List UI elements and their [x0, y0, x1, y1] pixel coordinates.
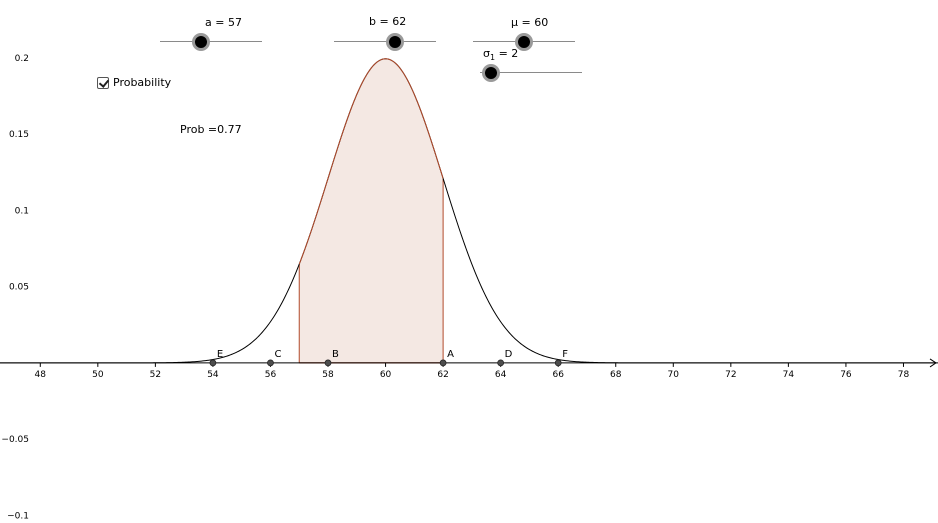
x-tick-label: 76 — [840, 370, 852, 380]
y-tick-label: −0.05 — [1, 435, 29, 445]
slider-sigma-subscript: 1 — [489, 53, 496, 62]
point-label-a: A — [447, 349, 454, 360]
slider-b-track[interactable] — [334, 41, 436, 42]
slider-sigma-label: σ1 = 2 — [483, 47, 519, 62]
x-tick-label: 62 — [437, 370, 448, 380]
y-tick-label: −0.1 — [7, 511, 29, 521]
slider-sigma-value: = 2 — [495, 47, 519, 60]
slider-mu[interactable] — [473, 32, 575, 52]
point-d — [497, 359, 505, 367]
point-label-e: E — [217, 349, 223, 360]
y-tick-label: 0.15 — [9, 130, 29, 140]
y-tick-label: 0.2 — [15, 54, 29, 64]
slider-b-label: b = 62 — [369, 15, 407, 28]
slider-a[interactable] — [160, 32, 262, 52]
slider-b[interactable] — [334, 32, 436, 52]
probability-checkbox[interactable]: Probability — [97, 76, 171, 89]
x-tick-label: 54 — [207, 370, 219, 380]
x-tick-label: 58 — [322, 370, 334, 380]
x-tick-label: 66 — [552, 370, 564, 380]
x-tick-label: 74 — [783, 370, 795, 380]
point-b — [324, 359, 332, 367]
slider-sigma-knob[interactable] — [482, 64, 501, 82]
x-tick-label: 78 — [898, 370, 910, 380]
point-f — [554, 359, 562, 367]
slider-a-knob[interactable] — [191, 33, 210, 51]
slider-sigma-symbol: σ — [483, 47, 490, 60]
normal-curve — [0, 58, 938, 364]
slider-mu-knob[interactable] — [515, 33, 533, 51]
x-tick-label: 60 — [380, 370, 392, 380]
x-tick-label: 70 — [668, 370, 680, 380]
x-tick-label: 68 — [610, 370, 622, 380]
probability-area — [299, 58, 444, 363]
slider-mu-label-prefix: μ = — [511, 16, 535, 29]
slider-sigma[interactable] — [480, 63, 582, 83]
x-tick-label: 50 — [92, 370, 104, 380]
x-tick-label: 52 — [150, 370, 161, 380]
slider-a-label: a = 57 — [205, 16, 242, 29]
x-tick-label: 48 — [35, 370, 47, 380]
slider-sigma-track[interactable] — [480, 72, 582, 73]
slider-a-track[interactable] — [160, 41, 262, 42]
x-tick-label: 64 — [495, 370, 507, 380]
point-e — [209, 359, 217, 367]
probability-checkbox-label: Probability — [113, 76, 172, 89]
point-label-d: D — [505, 349, 513, 360]
x-tick-label: 72 — [725, 370, 736, 380]
y-tick-label: 0.05 — [9, 283, 29, 293]
slider-mu-label: μ = 60 — [511, 16, 548, 29]
checkbox-check-icon[interactable] — [97, 76, 109, 89]
x-tick-label: 56 — [265, 370, 277, 380]
point-label-c: C — [274, 349, 281, 360]
y-tick-label: 0.1 — [15, 206, 29, 216]
point-label-f: F — [562, 349, 568, 360]
slider-mu-label-value: 60 — [534, 16, 549, 29]
point-label-b: B — [332, 349, 339, 360]
shaded-curve-segment — [298, 58, 444, 265]
probability-result-text: Prob =0.77 — [180, 123, 242, 136]
point-c — [267, 359, 274, 367]
point-a — [439, 359, 447, 367]
slider-b-knob[interactable] — [386, 33, 405, 51]
